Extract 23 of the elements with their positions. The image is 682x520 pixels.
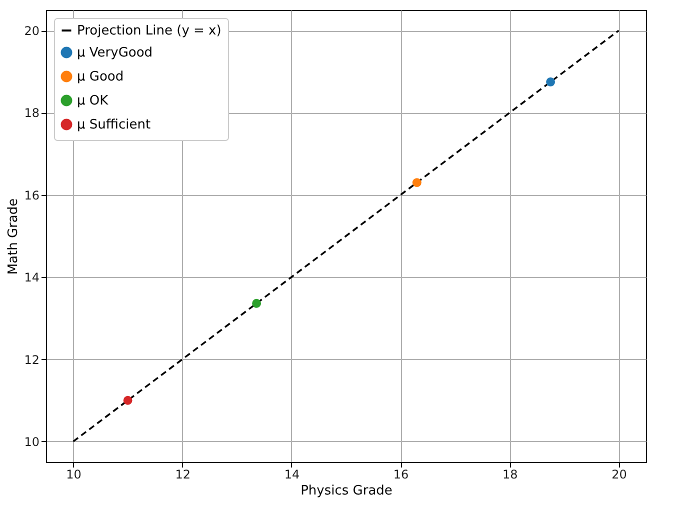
y-tick-label: 14 — [24, 270, 40, 285]
x-tick-label: 14 — [284, 468, 300, 482]
legend-label: μ Good — [77, 70, 124, 84]
x-tick-label: 16 — [393, 468, 409, 482]
point — [252, 298, 262, 308]
y-tick-label: 12 — [24, 352, 40, 367]
point — [123, 396, 132, 405]
point — [546, 77, 556, 86]
legend-label: Projection Line (y = x) — [77, 24, 222, 38]
x-tick-label: 10 — [66, 468, 82, 482]
x-tick-label: 18 — [502, 468, 518, 482]
y-tick-label: 18 — [24, 106, 40, 120]
legend-label: μ OK — [77, 94, 109, 108]
y-tick-label: 16 — [24, 188, 40, 202]
legend-label: μ VeryGood — [77, 46, 153, 60]
x-tick-label: 20 — [612, 468, 627, 482]
y-tick-label: 10 — [24, 434, 40, 449]
x-tick-label: 12 — [175, 468, 191, 482]
point — [412, 178, 422, 188]
y-tick-label: 20 — [24, 24, 40, 38]
legend-label: μ Sufficient — [77, 118, 151, 132]
y-axis-title: Math Grade — [6, 198, 22, 275]
x-axis-title: Physics Grade — [300, 484, 392, 498]
